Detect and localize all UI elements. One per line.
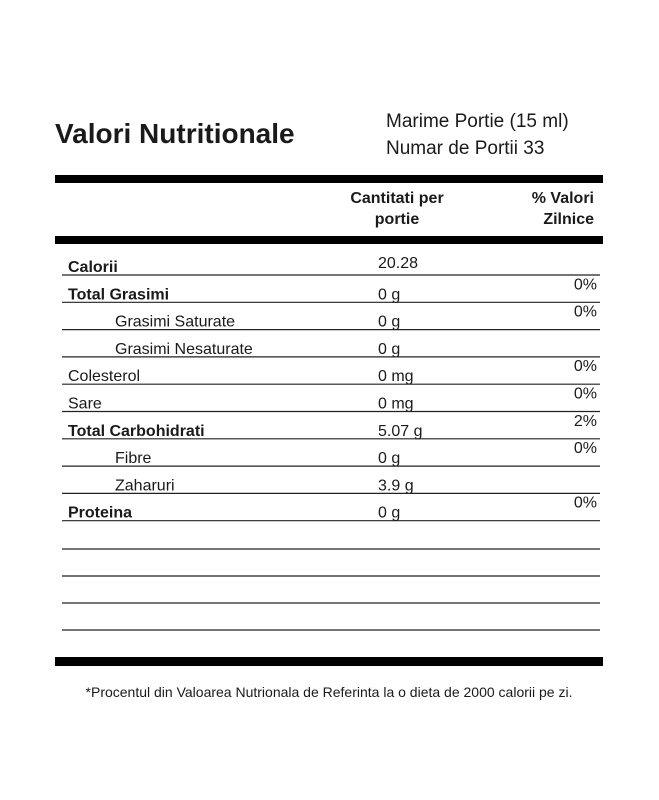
column-header: portie	[375, 211, 420, 228]
daily-value: 0%	[574, 304, 597, 321]
amount: 0 g	[378, 286, 400, 303]
daily-value: 0%	[574, 440, 597, 457]
amount: 0 g	[378, 341, 400, 358]
amount: 0 g	[378, 314, 400, 331]
nutrient-name: Sare	[68, 396, 102, 413]
daily-value: 0%	[574, 358, 597, 375]
amount: 0 mg	[378, 368, 414, 385]
daily-value: 0%	[574, 276, 597, 293]
divider	[55, 236, 603, 244]
footnote: *Procentul din Valoarea Nutrionala de Re…	[86, 684, 573, 700]
amount: 5.07 g	[378, 423, 422, 440]
amount: 20.28	[378, 255, 418, 272]
rows: Calorii 20.28 Total Grasimi 0 g 0% Grasimi Sa…	[62, 255, 600, 522]
nutrient-name: Total Carbohidrati	[68, 423, 205, 440]
amount: 0 g	[378, 450, 400, 467]
column-header: % Valori	[532, 190, 594, 207]
amount: 0 mg	[378, 396, 414, 413]
nutrient-name: Colesterol	[68, 368, 140, 385]
nutrient-name: Total Grasimi	[68, 286, 169, 303]
servings: Numar de Portii 33	[386, 138, 544, 159]
amount: 0 g	[378, 505, 400, 522]
serving-size: Marime Portie (15 ml)	[386, 111, 569, 132]
nutrient-name: Proteina	[68, 505, 132, 522]
nutrient-name: Grasimi Nesaturate	[115, 341, 253, 358]
daily-value: 2%	[574, 413, 597, 430]
daily-value: 0%	[574, 386, 597, 403]
divider	[55, 175, 603, 183]
divider	[55, 657, 603, 666]
nutrient-name: Grasimi Saturate	[115, 314, 235, 331]
nutrient-name: Zaharuri	[115, 477, 175, 494]
column-header: Cantitati per	[350, 190, 443, 207]
nutrient-name: Fibre	[115, 450, 152, 467]
amount: 3.9 g	[378, 477, 414, 494]
title: Valori Nutritionale	[55, 118, 295, 149]
nutrient-name: Calorii	[68, 259, 118, 276]
column-header: Zilnice	[543, 211, 594, 228]
daily-value: 0%	[574, 495, 597, 512]
